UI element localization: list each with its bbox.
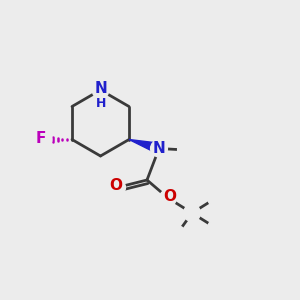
Circle shape — [208, 220, 224, 236]
Polygon shape — [129, 140, 160, 154]
Text: O: O — [163, 189, 176, 204]
Circle shape — [109, 179, 125, 196]
Circle shape — [169, 226, 185, 242]
Text: N: N — [94, 81, 107, 96]
Circle shape — [184, 205, 200, 221]
Text: N: N — [153, 141, 165, 156]
Circle shape — [151, 140, 167, 157]
Circle shape — [35, 131, 52, 148]
Circle shape — [178, 142, 194, 158]
Text: H: H — [96, 97, 106, 110]
Circle shape — [208, 190, 224, 206]
Text: F: F — [35, 131, 46, 146]
Circle shape — [160, 190, 176, 206]
Circle shape — [92, 82, 109, 98]
Text: O: O — [109, 178, 122, 194]
